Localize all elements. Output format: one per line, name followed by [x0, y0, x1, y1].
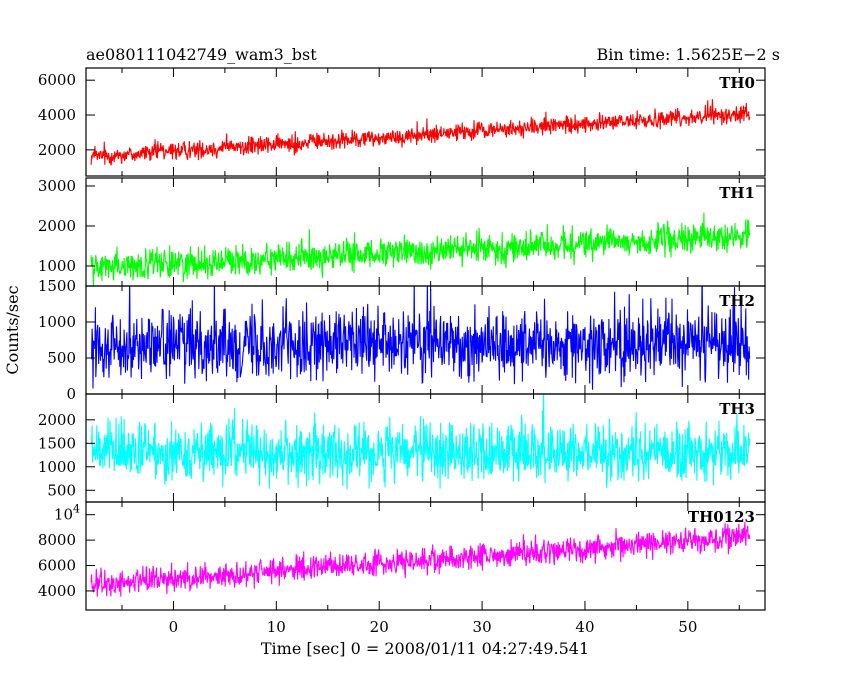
series-line-th0123: [90, 521, 751, 597]
series-label-th2: TH2: [719, 292, 755, 310]
panel-frame: [85, 501, 766, 611]
y-tick-label: 0: [66, 385, 76, 403]
series-label-th1: TH1: [719, 184, 755, 202]
y-tick-label: 8000: [38, 531, 76, 549]
panel-th2: 0 500 1000 1500 TH2: [38, 277, 766, 403]
y-tick-label: 1000: [38, 257, 76, 275]
series-label-th0123: TH0123: [688, 508, 755, 526]
panel-th3: 500 1000 1500 2000 TH3: [38, 393, 766, 503]
y-tick-label: 3000: [38, 177, 76, 195]
y-tick-label: 104: [54, 503, 80, 524]
bin-time-label: Bin time: 1.5625E−2 s: [597, 45, 780, 64]
panel-th0123: 4000 6000 8000 104 TH0123: [38, 501, 766, 611]
y-tick-label: 4000: [38, 106, 76, 124]
series-line-th3: [90, 394, 751, 490]
series-label-th3: TH3: [719, 400, 755, 418]
x-tick-label: 10: [267, 618, 286, 636]
panel-th0: 2000 4000 6000 TH0: [38, 67, 766, 177]
y-tick-label: 500: [47, 349, 76, 367]
y-tick-label: 2000: [38, 411, 76, 429]
panel-frame: [85, 67, 766, 177]
x-tick-label: 30: [473, 618, 492, 636]
y-tick-label: 1000: [38, 458, 76, 476]
x-tick-label: 0: [169, 618, 179, 636]
x-axis-label: Time [sec] 0 = 2008/01/11 04:27:49.541: [261, 639, 589, 658]
y-axis-label: Counts/sec: [3, 285, 22, 374]
series-line-th0: [90, 99, 751, 166]
series-line-th1: [90, 212, 751, 286]
series-label-th0: TH0: [719, 74, 755, 92]
y-tick-label: 1000: [38, 313, 76, 331]
panel-th1: 1000 2000 3000 TH1: [38, 177, 766, 287]
y-tick-label: 6000: [38, 71, 76, 89]
chart-title: ae080111042749_wam3_bst: [86, 45, 317, 64]
y-tick-label: 4000: [38, 582, 76, 600]
x-tick-label: 50: [678, 618, 697, 636]
x-tick-label: 40: [575, 618, 594, 636]
y-tick-label: 1500: [38, 277, 76, 295]
series-line-th2: [90, 286, 751, 390]
y-tick-label: 1500: [38, 434, 76, 452]
y-tick-label: 6000: [38, 557, 76, 575]
x-tick-label: 20: [370, 618, 389, 636]
y-tick-label: 500: [47, 481, 76, 499]
y-tick-label: 2000: [38, 141, 76, 159]
y-tick-label: 2000: [38, 217, 76, 235]
